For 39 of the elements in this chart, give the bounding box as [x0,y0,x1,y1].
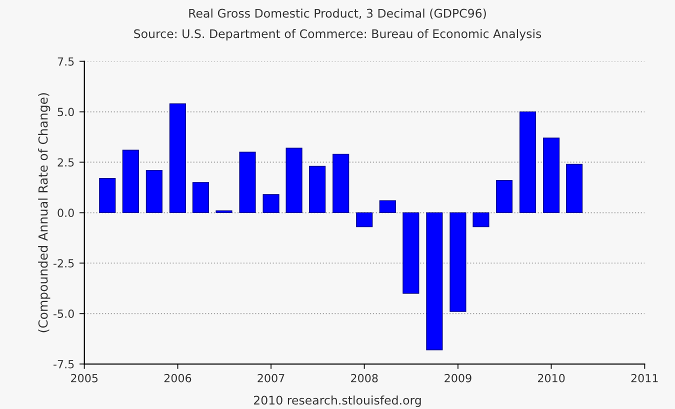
x-tick-label: 2005 [71,374,98,382]
bar [496,180,513,214]
bar [99,178,116,214]
y-tick-label: 2.5 [58,158,74,167]
bar [309,166,326,214]
x-tick-label: 2007 [258,374,284,382]
chart-subtitle: Source: U.S. Department of Commerce: Bureau of Economic Analysis [134,29,542,40]
bar [543,138,560,214]
y-tick-label: -5.0 [54,310,74,318]
x-tick-label: 2009 [444,374,472,382]
y-tick-label: 0.0 [58,208,74,218]
bar [450,212,466,312]
x-tick-label: 2006 [164,374,192,382]
bar [332,154,350,214]
bar [356,212,373,228]
bar [286,148,302,214]
bar [519,111,536,214]
bar [379,200,396,214]
x-tick-label: 2010 [538,374,565,382]
chart-title: Real Gross Domestic Product, 3 Decimal (GDPC96) [189,8,486,20]
y-tick-label: 5.0 [58,108,74,116]
bar [169,103,186,214]
bar [239,152,256,214]
bar [192,182,209,214]
bar [472,212,490,228]
text: 2010 research.stlouisfed.org [254,396,421,407]
bar [262,194,280,214]
bar [426,212,443,350]
y-tick-label: -2.5 [54,259,74,268]
x-tick-label: 2011 [631,374,658,382]
bar [146,170,162,214]
y-axis-title: (Compounded Annual Rate of Change) [38,93,50,332]
bar [402,212,420,294]
y-tick-label: 7.5 [58,57,74,66]
bar [122,150,139,214]
y-tick-label: -7.5 [54,360,74,368]
bar [566,164,583,214]
bar [216,210,232,214]
x-tick-label: 2008 [351,374,378,382]
